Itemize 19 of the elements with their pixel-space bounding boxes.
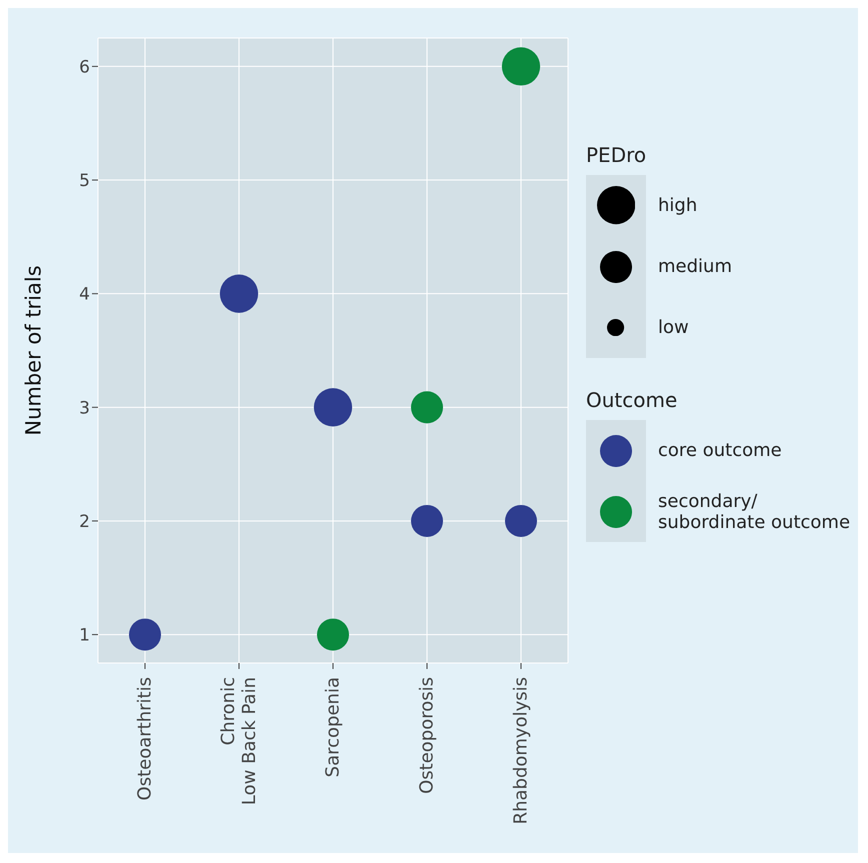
y-tick-label: 6 — [79, 57, 90, 78]
text: PEDro — [586, 143, 648, 167]
legend-label: medium — [658, 256, 732, 277]
x-tick-label: Osteoporosis — [416, 677, 438, 794]
x-tick-label: Osteoarthritis — [134, 677, 156, 800]
x-tick-label: Rhabdomyolysis — [510, 677, 532, 824]
y-tick-label: 3 — [79, 398, 90, 418]
y-tick-label: 4 — [79, 284, 90, 305]
legend-label: core outcome — [658, 440, 783, 461]
y-tick-label: 1 — [79, 626, 90, 646]
x-tick-label: Sarcopenia — [322, 677, 344, 778]
legend-title: Outcome — [586, 388, 678, 412]
y-tick-label: 2 — [79, 512, 90, 532]
x-tick-label: Chronic Low Back Pain — [218, 677, 260, 806]
y-tick-label: 5 — [79, 171, 90, 192]
legend-label: high — [658, 195, 698, 216]
y-axis-title: Number of trials — [21, 265, 46, 436]
legend-label: low — [658, 317, 689, 338]
legend-label: secondary/ subordinate outcome — [658, 490, 852, 532]
